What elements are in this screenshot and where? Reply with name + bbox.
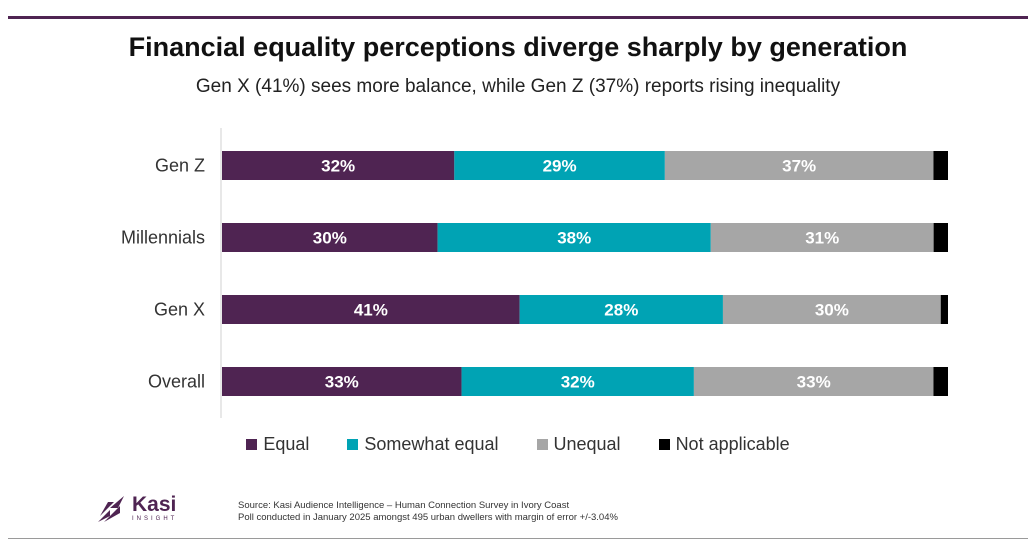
data-label-overall-unequal: 33% bbox=[797, 373, 831, 392]
data-label-millennials-equal: 30% bbox=[313, 229, 347, 248]
legend-item-equal: Equal bbox=[246, 434, 309, 455]
kasi-logo: Kasi INSIGHT bbox=[96, 494, 177, 524]
legend-label-unequal: Unequal bbox=[553, 434, 621, 454]
bar-gen-z-somewhat-equal bbox=[454, 151, 665, 180]
source-line-1: Source: Kasi Audience Intelligence – Hum… bbox=[238, 500, 570, 511]
data-label-gen-z-equal: 32% bbox=[321, 157, 355, 176]
legend-item-unequal: Unequal bbox=[536, 434, 621, 455]
data-label-millennials-somewhat-equal: 38% bbox=[557, 229, 591, 248]
logo-tagline: INSIGHT bbox=[132, 516, 178, 522]
bottom-rule bbox=[8, 538, 1028, 539]
data-label-gen-x-somewhat-equal: 28% bbox=[604, 301, 638, 320]
top-rule bbox=[8, 16, 1028, 19]
legend-label-not-applicable: Not applicable bbox=[675, 434, 790, 454]
legend-swatch-unequal bbox=[536, 439, 548, 450]
category-label-millennials: Millennials bbox=[121, 228, 205, 248]
legend-swatch-not-applicable bbox=[658, 439, 670, 450]
data-label-millennials-unequal: 31% bbox=[805, 229, 839, 248]
stacked-bar-chart: Gen Z 32% 29% 37% Millennials 30% 38% 31% Gen X 4… bbox=[121, 128, 948, 418]
bar-overall-equal bbox=[222, 367, 462, 396]
data-label-gen-x-equal: 41% bbox=[354, 301, 388, 320]
legend-item-somewhat-equal: Somewhat equal bbox=[347, 434, 499, 455]
data-label-gen-z-unequal: 37% bbox=[782, 157, 816, 176]
bar-gen-z-not-applicable bbox=[933, 151, 948, 180]
data-label-gen-z-somewhat-equal: 29% bbox=[543, 157, 577, 176]
chart-title: Financial equality perceptions diverge s… bbox=[128, 32, 908, 62]
data-label-overall-equal: 33% bbox=[325, 373, 359, 392]
category-label-gen-x: Gen X bbox=[154, 300, 205, 320]
legend-label-equal: Equal bbox=[263, 434, 310, 454]
legend-swatch-equal bbox=[246, 439, 258, 450]
bar-gen-z-equal bbox=[222, 151, 455, 180]
bar-millennials-equal bbox=[222, 223, 438, 252]
kasi-logo-mark-icon bbox=[98, 496, 124, 522]
legend-label-somewhat-equal: Somewhat equal bbox=[364, 434, 499, 454]
bar-gen-z-unequal bbox=[664, 151, 934, 180]
category-label-gen-z: Gen Z bbox=[155, 156, 205, 176]
data-label-overall-somewhat-equal: 32% bbox=[561, 373, 595, 392]
legend-swatch-somewhat-equal bbox=[347, 439, 359, 450]
logo-name: Kasi bbox=[132, 493, 177, 516]
bar-gen-x-equal bbox=[222, 295, 520, 324]
chart-legend: Equal Somewhat equal Unequal Not applica… bbox=[0, 434, 1036, 455]
bar-gen-x-somewhat-equal bbox=[519, 295, 723, 324]
data-label-gen-x-unequal: 30% bbox=[815, 301, 849, 320]
legend-item-not-applicable: Not applicable bbox=[658, 434, 790, 455]
bar-millennials-not-applicable bbox=[933, 223, 948, 252]
source-note: Source: Kasi Audience Intelligence – Hum… bbox=[238, 500, 618, 524]
bar-gen-x-not-applicable bbox=[940, 295, 948, 324]
chart-subtitle: Gen X (41%) sees more balance, while Gen… bbox=[195, 76, 841, 97]
bar-overall-somewhat-equal bbox=[461, 367, 694, 396]
bar-gen-x-unequal bbox=[722, 295, 941, 324]
bar-millennials-somewhat-equal bbox=[437, 223, 711, 252]
bar-overall-not-applicable bbox=[933, 367, 948, 396]
category-label-overall: Overall bbox=[148, 372, 205, 392]
bar-millennials-unequal bbox=[710, 223, 934, 252]
bar-overall-unequal bbox=[693, 367, 934, 396]
source-line-2: Poll conducted in January 2025 amongst 4… bbox=[238, 512, 618, 523]
